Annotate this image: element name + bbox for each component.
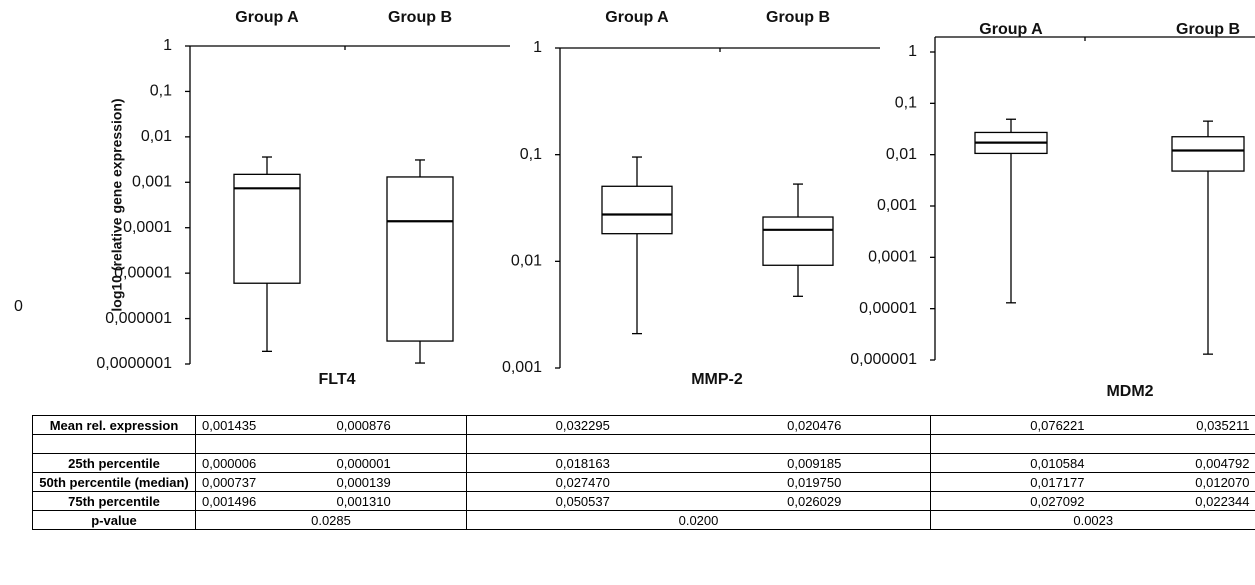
empty-cell <box>466 434 699 454</box>
category-label: Group B <box>766 9 830 26</box>
row-label: 75th percentile <box>32 491 196 511</box>
cell: 0.0285 <box>195 510 467 530</box>
table-row: p-value 0.0285 0.0200 0.0023 <box>32 510 1255 530</box>
category-label: Group B <box>388 9 452 26</box>
empty-cell <box>195 434 331 454</box>
cell: 0,012070 <box>1090 472 1255 492</box>
category-label: Group B <box>1176 21 1240 38</box>
y-axis-label: log10 (relative gene expression) <box>109 98 125 311</box>
y-tick-label: 1 <box>533 39 542 56</box>
y-tick-label: 1 <box>908 43 917 60</box>
charts: 0 log10 (relative gene expression) 0,000… <box>14 9 1255 400</box>
category-label: Group A <box>235 9 299 26</box>
y-tick-label: 0,1 <box>150 83 172 100</box>
box <box>762 216 834 266</box>
cell: 0,019750 <box>698 472 931 492</box>
cell: 0,017177 <box>930 472 1091 492</box>
category-label: Group A <box>605 9 669 26</box>
y-tick-label: 0,0001 <box>868 249 917 266</box>
cell: 0,032295 <box>466 415 699 435</box>
cell: 0,001496 <box>195 491 331 511</box>
y-tick-label: 0,000001 <box>105 310 172 327</box>
chart-title: MDM2 <box>1106 383 1153 400</box>
y-tick-label: 0,001 <box>877 197 917 214</box>
empty-cell <box>698 434 931 454</box>
row-label: 50th percentile (median) <box>32 472 196 492</box>
box <box>386 176 454 342</box>
y-tick-label: 0,01 <box>886 146 917 163</box>
box <box>1171 136 1245 172</box>
cell: 0,050537 <box>466 491 699 511</box>
cell: 0,027092 <box>930 491 1091 511</box>
stats-table: Mean rel. expression 0,001435 0,000876 0,03… <box>32 415 1255 530</box>
table-row: 75th percentile 0,001496 0,001310 0,050537 0… <box>32 491 1255 511</box>
y-tick-label: 0,001 <box>502 359 542 376</box>
row-label: p-value <box>32 510 196 530</box>
empty-cell <box>1090 434 1255 454</box>
cell: 0,004792 <box>1090 453 1255 473</box>
y-tick-label: 0,01 <box>141 128 172 145</box>
category-label: Group A <box>979 21 1043 38</box>
cell: 0,022344 <box>1090 491 1255 511</box>
cell: 0,027470 <box>466 472 699 492</box>
cell: 0,010584 <box>930 453 1091 473</box>
y-tick-label: 0,1 <box>520 146 542 163</box>
y-tick-label: 0,001 <box>132 174 172 191</box>
empty-cell <box>32 434 196 454</box>
y-tick-label: 0,00001 <box>859 300 917 317</box>
cell: 0,035211 <box>1090 415 1255 435</box>
y-tick-label: 0,1 <box>895 95 917 112</box>
cell: 0,000139 <box>330 472 467 492</box>
cell: 0,076221 <box>930 415 1091 435</box>
cell: 0.0200 <box>466 510 931 530</box>
y-tick-label: 0,0000001 <box>96 355 172 372</box>
cell: 0,018163 <box>466 453 699 473</box>
cell: 0,001435 <box>195 415 331 435</box>
table-row: 50th percentile (median) 0,000737 0,000139… <box>32 472 1255 492</box>
y-tick-label: 0,000001 <box>850 351 917 368</box>
y-tick-label: 0,00001 <box>114 264 172 281</box>
cell: 0,000876 <box>330 415 467 435</box>
cell: 0,000737 <box>195 472 331 492</box>
y-tick-label: 0,01 <box>511 253 542 270</box>
cell: 0,000001 <box>330 453 467 473</box>
cell: 0,009185 <box>698 453 931 473</box>
box <box>233 173 301 284</box>
y-tick-label: 0,0001 <box>123 219 172 236</box>
empty-cell <box>330 434 467 454</box>
row-label: 25th percentile <box>32 453 196 473</box>
chart-title: MMP-2 <box>691 371 743 388</box>
empty-cell <box>930 434 1091 454</box>
table-row: 25th percentile 0,000006 0,000001 0,018163 0… <box>32 453 1255 473</box>
row-label: Mean rel. expression <box>32 415 196 435</box>
cell: 0.0023 <box>930 510 1255 530</box>
chart-title: FLT4 <box>318 371 355 388</box>
table-row: Mean rel. expression 0,001435 0,000876 0,03… <box>32 415 1255 435</box>
cell: 0,001310 <box>330 491 467 511</box>
cell: 0,020476 <box>698 415 931 435</box>
empty-row <box>32 434 1255 454</box>
side-text: 0 <box>14 298 23 315</box>
box <box>601 185 673 235</box>
cell: 0,026029 <box>698 491 931 511</box>
y-tick-label: 1 <box>163 37 172 54</box>
cell: 0,000006 <box>195 453 331 473</box>
